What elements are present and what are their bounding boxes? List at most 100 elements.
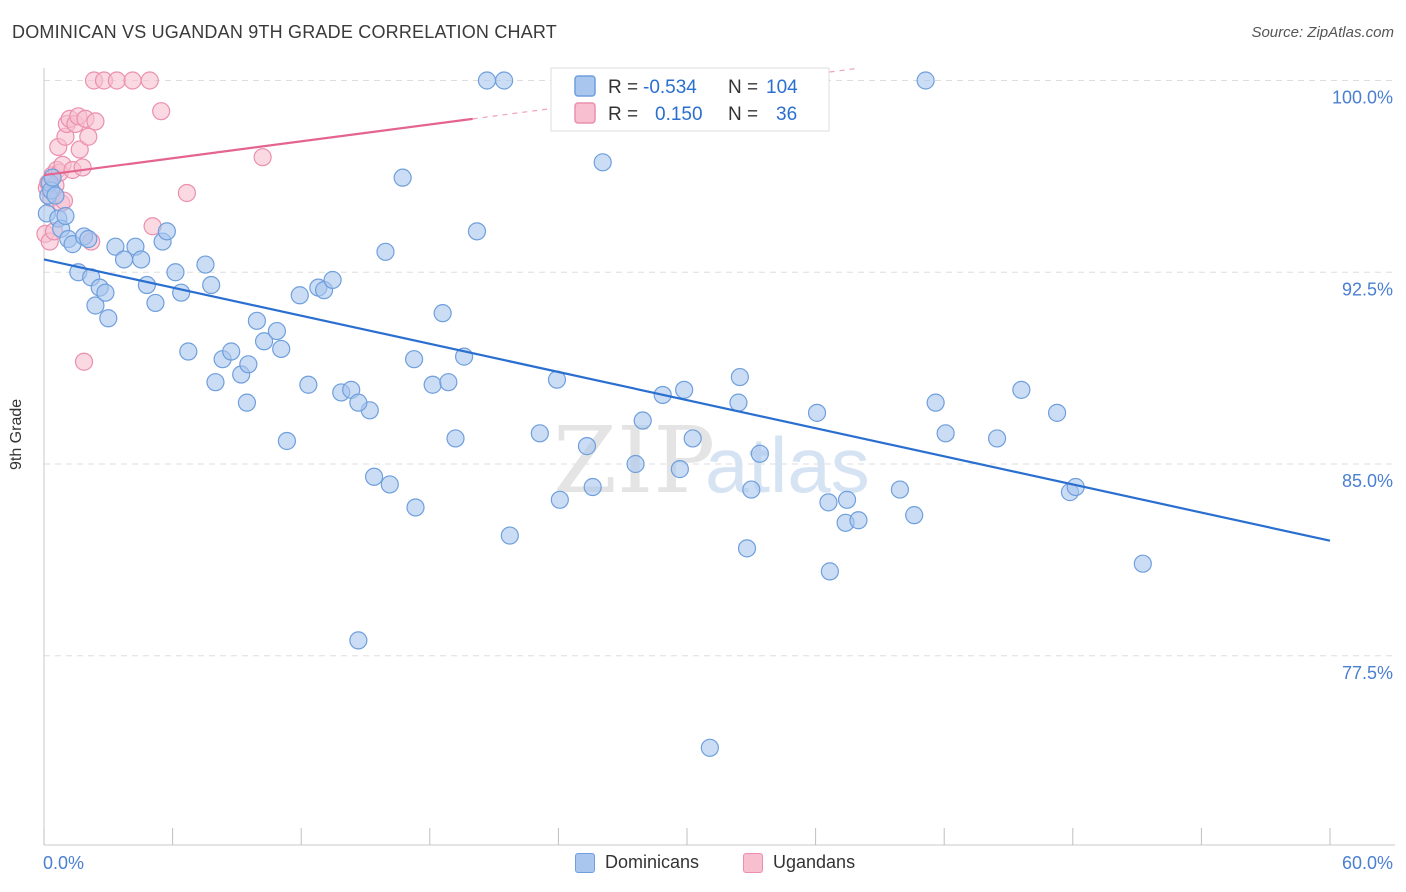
dominican-point [376,242,395,261]
dominican-point [56,206,75,226]
dominican-point [730,367,749,387]
dominican-point [1012,380,1031,399]
ugandan-point [123,71,142,90]
legend-swatch-dominicans [574,75,596,97]
dominican-point [299,375,318,394]
dominican-point [820,562,839,581]
dominican-point [106,237,125,256]
dominican-point [750,444,769,463]
dominican-point [849,511,868,530]
bottom-legend-dominicans: Dominicans [575,852,699,873]
dominican-point [890,480,910,499]
dominicans-swatch [575,852,595,873]
dominican-point [530,424,549,443]
dominican-point [323,270,342,290]
dominican-point [633,411,652,430]
legend-r-value-2: 0.150 [655,104,703,125]
dominican-point [146,293,165,313]
ugandan-point [73,158,92,177]
chart-title: DOMINICAN VS UGANDAN 9TH GRADE CORRELATI… [12,22,557,42]
dominican-point [99,309,118,328]
ugandan-point [140,71,159,90]
dominican-point [237,393,257,412]
dominican-point [446,429,465,448]
dominican-point [290,286,309,305]
bottom-legend-ugandans-label: Ugandans [773,852,856,872]
dominican-point [495,71,514,90]
dominican-point [349,631,368,650]
ugandan-point [86,112,105,131]
legend-background [550,67,830,132]
dominican-point [206,373,225,392]
dominican-point [1133,554,1152,573]
dominicans-points [37,71,1152,757]
dominican-point [46,186,65,205]
dominican-point [132,250,151,269]
y-tick-labels: 77.5% 85.0% 92.5% 100.0% [1332,88,1393,683]
dominican-point [277,431,297,451]
dominican-point [837,490,857,509]
legend-box: R = -0.534 N = 104 R = 0.150 N = 36 [550,67,830,132]
dominican-point [626,454,645,474]
ugandan-point [107,71,126,90]
dominican-point [670,460,689,479]
dominican-point [577,437,597,456]
dominican-point [593,153,612,172]
dominican-point [700,738,719,757]
ugandans-swatch [743,852,763,873]
dominican-point [819,493,838,512]
legend-n-label-1: N = [728,77,758,98]
legend-n-value-2: 36 [776,104,797,125]
x-tick-label-max: 60.0% [1342,853,1393,873]
dominican-point [196,255,215,274]
ugandan-point [79,127,98,146]
dominican-point [272,339,291,359]
dominican-point [364,467,384,486]
ugandan-point [70,140,89,159]
dominican-point [916,71,935,90]
legend-r-label-1: R = [608,77,638,98]
legend-n-label-2: N = [728,104,758,125]
x-tick-label-min: 0.0% [43,853,84,873]
dominican-point [137,275,156,295]
dominican-point [157,222,176,241]
dominican-point [467,222,487,241]
dominican-point [433,304,452,323]
dominican-point [393,168,412,187]
dominican-point [742,480,761,499]
dominican-point [406,498,425,517]
legend-r-value-1: -0.534 [643,77,697,98]
dominican-point [239,355,258,374]
dominican-point [926,393,945,412]
dominican-point [729,393,748,412]
y-tick-label: 85.0% [1342,471,1393,491]
dominican-point [1047,403,1067,422]
dominican-point [79,229,98,249]
ugandans-trend-line [43,117,473,177]
dominican-point [675,380,694,399]
dominican-point [172,283,191,302]
ugandan-point [253,148,272,167]
bottom-legend: Dominicans Ugandans [0,852,1406,880]
x-tick-labels: 0.0% 60.0% [43,853,1393,873]
dominican-point [404,350,424,369]
dominicans-trend-line [43,258,1331,542]
dominican-point [349,393,368,412]
dominican-point [477,71,497,90]
dominican-point [166,263,185,282]
legend-swatch-ugandans [574,102,596,124]
dominican-point [423,375,442,394]
legend-n-value-1: 104 [766,77,798,98]
dominican-point [905,506,924,525]
dominican-point [179,342,198,361]
dominican-point [500,526,519,545]
ugandan-point [177,183,196,203]
dominican-point [202,275,221,295]
dominican-point [86,296,105,315]
y-tick-label: 92.5% [1342,279,1393,299]
y-tick-label: 100.0% [1332,88,1393,108]
dominican-point [683,429,702,448]
dominican-point [550,490,569,509]
dominican-point [247,311,267,330]
